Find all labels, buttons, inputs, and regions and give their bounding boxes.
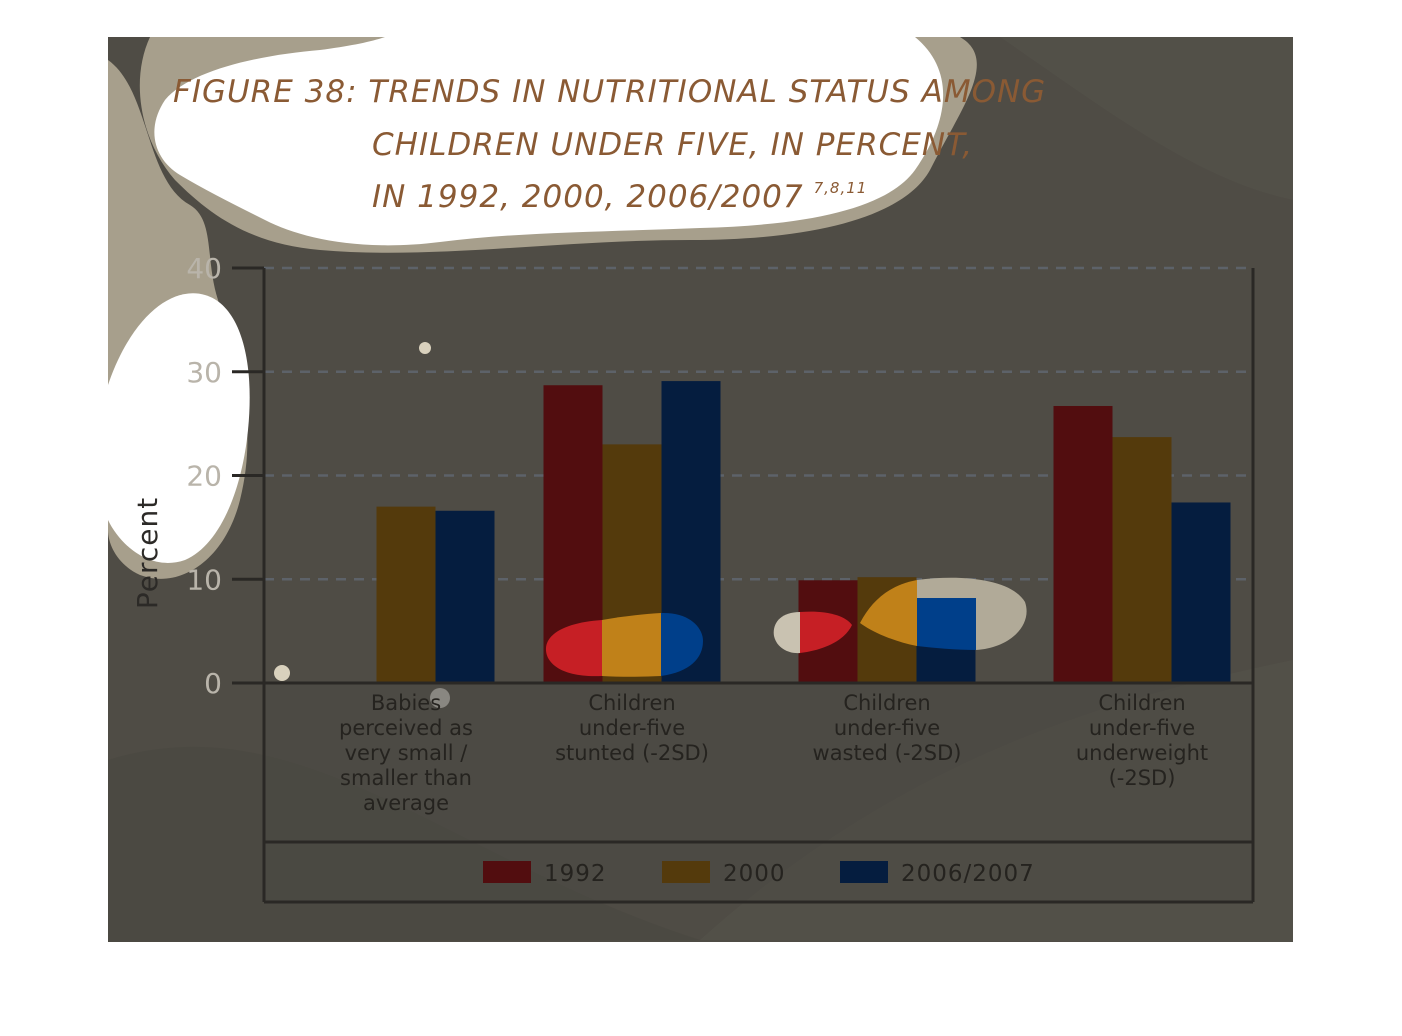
- y-tick-label: 40: [186, 252, 222, 285]
- x-category-label-line: perceived as: [339, 716, 473, 740]
- x-axis-categories: Babies perceived as very small / smaller th…: [339, 691, 1208, 815]
- title-superscript: 7,8,11: [814, 179, 868, 197]
- decor-capsule-orange: [602, 613, 661, 677]
- x-category-label: Children under-five stunted (-2SD): [555, 691, 709, 765]
- legend-label: 1992: [544, 861, 607, 887]
- decor-bean-beige: [773, 612, 800, 654]
- y-tick-label: 0: [204, 667, 222, 700]
- title-line-3: IN 1992, 2000, 2006/2007 7,8,11: [372, 179, 867, 215]
- decor-bean-red: [800, 611, 852, 653]
- x-category-label-line: stunted (-2SD): [555, 741, 709, 765]
- decor-blob-beige: [917, 577, 1027, 650]
- decor-dot: [274, 665, 290, 681]
- bar-2000-category-1: [376, 506, 436, 683]
- x-category-label: Children under-five wasted (-2SD): [813, 691, 962, 765]
- x-category-label-line: Babies: [371, 691, 441, 715]
- x-category-label-line: (-2SD): [1109, 766, 1176, 790]
- decor-capsule-red: [545, 620, 602, 677]
- x-category-label-line: wasted (-2SD): [813, 741, 962, 765]
- legend: 1992 2000 2006/2007: [483, 861, 1035, 887]
- bar-1992-category-4: [1053, 405, 1113, 683]
- x-category-label-line: Children: [1098, 691, 1185, 715]
- legend-label: 2000: [723, 861, 786, 887]
- white-cloud-shape: [154, 37, 944, 246]
- x-category-label-line: smaller than: [340, 766, 472, 790]
- y-tick-label: 30: [186, 356, 222, 389]
- title-line-2: CHILDREN UNDER FIVE, IN PERCENT,: [372, 127, 973, 163]
- x-category-label: Babies perceived as very small / smaller th…: [339, 691, 473, 815]
- title-line-3-text: IN 1992, 2000, 2006/2007: [372, 179, 804, 215]
- category-axis-band: [264, 683, 1253, 841]
- legend-swatch: [483, 861, 531, 883]
- x-category-label-line: under-five: [834, 716, 940, 740]
- x-category-label-line: Children: [588, 691, 675, 715]
- decor-blob-orange: [860, 580, 917, 646]
- decor-capsule-blue: [661, 612, 703, 676]
- legend-swatch: [840, 861, 888, 883]
- x-category-label-line: under-five: [1089, 716, 1195, 740]
- decor-overlay: [545, 577, 1027, 677]
- y-tick-label: 20: [186, 460, 222, 493]
- legend-label: 2006/2007: [901, 861, 1035, 887]
- background-wave: [1000, 37, 1293, 200]
- x-category-label-line: very small /: [345, 741, 469, 765]
- x-category-label-line: Children: [843, 691, 930, 715]
- plot-frame: [262, 268, 1255, 904]
- y-axis-ticks: 0 10 20 30 40: [186, 252, 264, 700]
- x-category-label-line: average: [363, 791, 449, 815]
- x-category-label-line: underweight: [1076, 741, 1208, 765]
- bar-2000-category-4: [1112, 437, 1172, 683]
- legend-swatch: [662, 861, 710, 883]
- chart-title: FIGURE 38: TRENDS IN NUTRITIONAL STATUS …: [173, 74, 1046, 215]
- bar-2006-2007-category-4: [1171, 502, 1231, 683]
- x-category-label-line: under-five: [579, 716, 685, 740]
- white-cloud-shape: [108, 293, 250, 563]
- title-line-1: FIGURE 38: TRENDS IN NUTRITIONAL STATUS …: [173, 74, 1046, 110]
- x-category-label: Children under-five underweight (-2SD): [1076, 691, 1208, 790]
- decor-blob-blue: [917, 598, 976, 650]
- decor-dot: [419, 342, 431, 354]
- y-tick-label: 10: [186, 563, 222, 596]
- y-axis-label: Percent: [131, 497, 164, 609]
- bar-2006-2007-category-1: [435, 510, 495, 683]
- legend-box: [264, 842, 1253, 902]
